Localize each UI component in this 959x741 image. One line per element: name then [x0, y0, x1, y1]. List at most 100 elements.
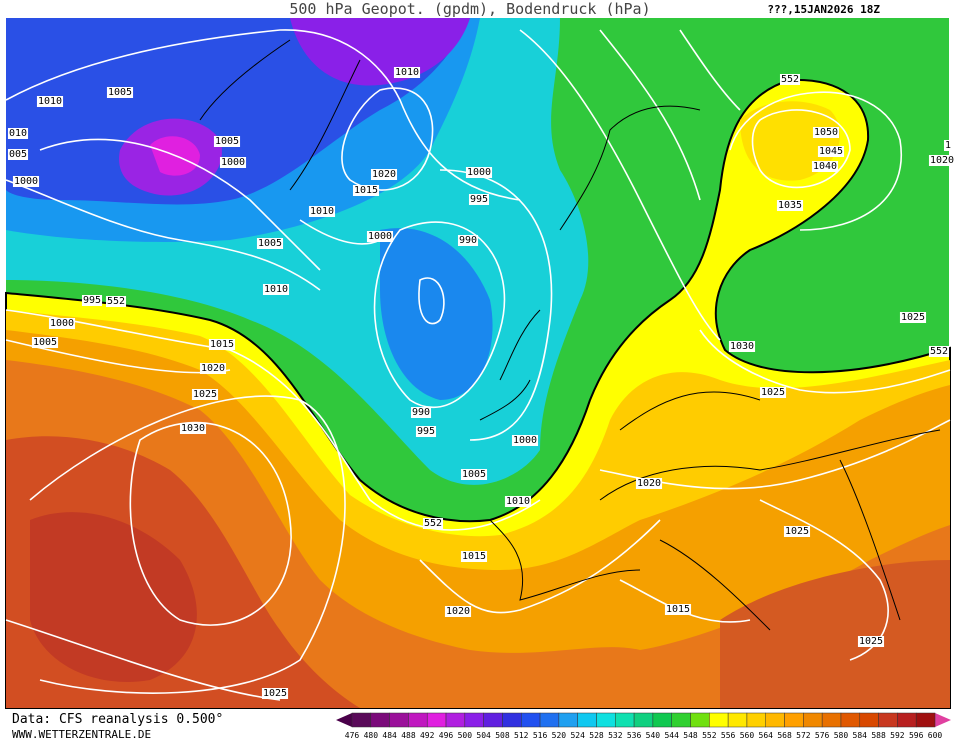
isobar-label: 1000 [221, 157, 245, 168]
legend-label: 504 [476, 731, 491, 740]
field-purple [290, 18, 470, 86]
isobar-label: 552 [107, 296, 125, 307]
isobar-label-box [943, 140, 953, 151]
legend-label: 532 [608, 731, 623, 740]
isobar-label-box [776, 200, 804, 211]
isobar-label-box [899, 312, 927, 323]
isobar-label-box [81, 295, 103, 306]
color-box [615, 712, 635, 728]
isobar-label-box [422, 518, 444, 529]
isobar-label-box [213, 136, 241, 147]
color-box [690, 712, 710, 728]
isobar-label: 990 [459, 235, 477, 246]
isobar-label: 1005 [462, 469, 486, 480]
color-box [445, 712, 466, 728]
isobar-label-box [928, 155, 956, 166]
legend-label: 572 [796, 731, 811, 740]
isobar-label: 1015 [354, 185, 378, 196]
data-source: Data: CFS reanalysis 0.500° [12, 712, 223, 727]
isobar-label: 1020 [637, 478, 661, 489]
isobar-label-box [7, 128, 29, 139]
isobar-label: 1010 [506, 496, 530, 507]
color-box [746, 712, 766, 728]
isobar-label: 995 [83, 295, 101, 306]
isobar-label: 1010 [310, 206, 334, 217]
color-box [671, 712, 691, 728]
isobar-label: 552 [424, 518, 442, 529]
isobar-label-box [31, 337, 59, 348]
color-box [859, 712, 879, 728]
isobar-label-box [415, 426, 437, 437]
isobar-label: 1005 [33, 337, 57, 348]
isobar-label: 1045 [819, 146, 843, 157]
isobar-label: 1015 [462, 551, 486, 562]
isobar-label: 1020 [372, 169, 396, 180]
isobar-label: 1020 [930, 155, 954, 166]
color-box [915, 712, 936, 728]
legend-label: 564 [759, 731, 774, 740]
legend-label: 520 [552, 731, 567, 740]
field-high-yellow [740, 101, 840, 181]
color-box [709, 712, 729, 728]
isobar-label-box [783, 526, 811, 537]
site-name: WWW.WETTERZENTRALE.DE [12, 728, 151, 741]
legend-label: 516 [533, 731, 548, 740]
color-box [821, 712, 842, 728]
isobar-label-box [352, 185, 380, 196]
isobar-label: 010 [9, 128, 27, 139]
isobar-label-box [857, 636, 885, 647]
color-box [483, 712, 503, 728]
isobar-label-box [460, 469, 488, 480]
isobar-label: 1040 [813, 161, 837, 172]
color-box [502, 712, 522, 728]
isobar-label-box [928, 346, 950, 357]
isobar-label-box [370, 169, 398, 180]
isobar-label: 1005 [258, 238, 282, 249]
isobar-label-box [410, 407, 432, 418]
legend-label: 588 [871, 731, 886, 740]
isobar-label-box [105, 296, 127, 307]
legend-label: 528 [589, 731, 604, 740]
color-box [765, 712, 785, 728]
isobar-label-box [504, 496, 532, 507]
legend-below [336, 713, 352, 727]
legend-label: 480 [364, 731, 379, 740]
isobar-label-box [256, 238, 284, 249]
color-legend: 476 480 484 488 492 496 500 504 508 512 516 520 524 5… [336, 712, 951, 740]
legend-label: 512 [514, 731, 529, 740]
color-box [652, 712, 672, 728]
isobar-label-box [465, 167, 493, 178]
legend-label: 496 [439, 731, 454, 740]
isobar-label-box [779, 74, 801, 85]
legend-label: 584 [853, 731, 868, 740]
color-box [408, 712, 428, 728]
color-box [840, 712, 861, 728]
isobar-label: 1 [945, 140, 951, 151]
isobar-label-box [219, 157, 247, 168]
legend-label: 580 [834, 731, 849, 740]
isobar-label-box [635, 478, 663, 489]
color-box [577, 712, 597, 728]
isobar-label: 995 [470, 194, 488, 205]
isobar-label: 1015 [210, 339, 234, 350]
isobar-label-box [7, 149, 29, 160]
isobar-label-box [48, 318, 76, 329]
isobar-label-box [460, 551, 488, 562]
map-title: 500 hPa Geopot. (gpdm), Bodendruck (hPa) [289, 0, 650, 18]
legend-label: 556 [721, 731, 736, 740]
field-deep-red [30, 512, 197, 682]
isobar-label: 1025 [761, 387, 785, 398]
isobar-label: 1030 [181, 423, 205, 434]
isobar-label: 1025 [901, 312, 925, 323]
color-box [370, 712, 390, 728]
legend-label: 544 [664, 731, 679, 740]
isobar-label: 1030 [730, 341, 754, 352]
color-box [727, 712, 748, 728]
map-field [5, 18, 951, 709]
legend-label: 500 [458, 731, 473, 740]
isobar-label: 1000 [14, 176, 38, 187]
isobar-label: 995 [417, 426, 435, 437]
isobar-label-box [468, 194, 490, 205]
isobar-label-box [261, 688, 289, 699]
